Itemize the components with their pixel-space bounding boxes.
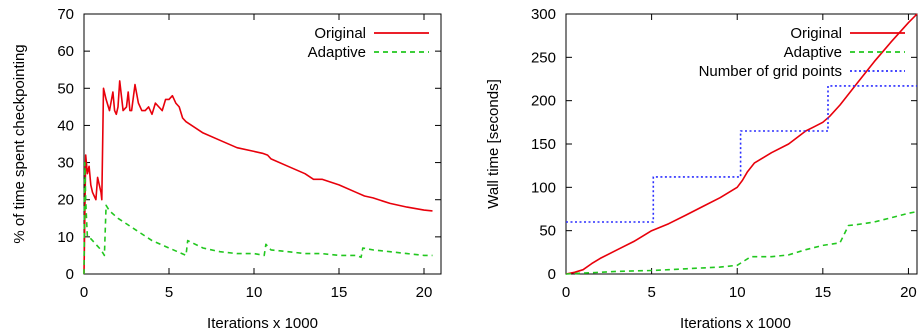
series-line-original [84,81,433,274]
x-tick-label: 5 [165,284,173,301]
x-tick-label: 0 [562,284,570,301]
x-tick-label: 15 [814,284,831,301]
legend-label: Adaptive [308,44,366,61]
y-tick-label: 100 [531,179,556,196]
y-tick-label: 60 [57,43,74,60]
y-axis-label: Wall time [seconds] [485,79,502,209]
legend: Original Adaptive Number of grid points [699,25,905,80]
y-tick-label: 40 [57,117,74,134]
x-axis-label: Iterations x 1000 [680,315,791,332]
y-tick-label: 10 [57,229,74,246]
y-tick-label: 50 [57,80,74,97]
x-tick-label: 10 [246,284,263,301]
series-line-original [566,14,917,274]
y-tick-label: 250 [531,49,556,66]
series-line-adaptive [84,163,433,274]
x-axis-label: Iterations x 1000 [207,315,318,332]
x-tick-label: 0 [80,284,88,301]
y-tick-label: 0 [66,266,74,283]
x-tick-label: 10 [729,284,746,301]
plot-frame [566,14,917,274]
y-tick-label: 0 [548,266,556,283]
chart-panel-2: 0 50 100 150 200 250 300 0 5 10 15 20 Iterations x 1… [485,6,917,332]
y-tick-label: 50 [539,223,556,240]
series-line-adaptive [566,212,917,274]
x-tick-label: 15 [331,284,348,301]
y-tick-label: 150 [531,136,556,153]
y-tick-label: 200 [531,93,556,110]
y-tick-label: 30 [57,155,74,172]
legend: Original Adaptive [308,25,429,61]
plot-frame [84,14,441,274]
y-axis-label: % of time spent checkpointing [11,44,28,243]
series-line-number-of-grid-points [566,86,917,222]
x-tick-label: 20 [416,284,433,301]
legend-label: Original [314,25,366,42]
x-tick-label: 20 [900,284,917,301]
legend-label: Adaptive [784,44,842,61]
x-tick-label: 5 [647,284,655,301]
y-tick-label: 20 [57,192,74,209]
legend-label: Number of grid points [699,63,842,80]
legend-label: Original [790,25,842,42]
y-tick-label: 70 [57,6,74,23]
y-tick-label: 300 [531,6,556,23]
chart-panel-1: 0 10 20 30 40 50 60 70 0 5 10 15 20 Iterations x 1000… [11,6,441,332]
